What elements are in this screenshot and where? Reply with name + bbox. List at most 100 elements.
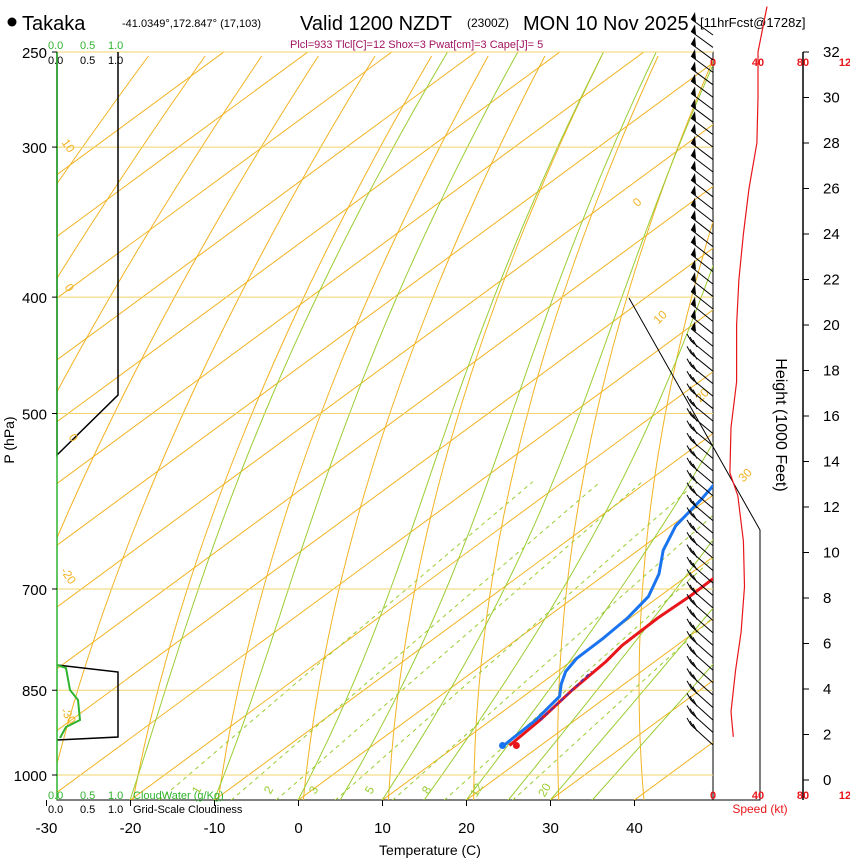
mixing-ratio-label: 8 [419,783,435,796]
height-tick-label: 28 [823,135,840,152]
wind-barb-pennant [691,223,696,233]
cloud-scale-top-0: 0.0 [48,40,63,52]
x-tick-label: 30 [542,820,559,837]
dry-adiabat-label: -20 [58,565,80,588]
surface-dewpoint-point [499,742,506,749]
pressure-tick-label: 500 [22,407,47,424]
moist-adiabat-line [592,52,850,800]
wind-barb [687,681,713,708]
temperature-profile [510,58,850,745]
wind-barb-staff [691,651,713,671]
cloud-water-profile [57,665,80,738]
dry-adiabat-line [48,56,375,800]
height-axis-title: Height (1000 Feet) [772,358,789,491]
x-tick-label: 20 [458,820,475,837]
height-tick-label: 14 [823,454,840,471]
surface-temperature-point [513,742,520,749]
dewpoint-profile [504,58,850,745]
mixing-ratio-line [444,482,799,801]
wind-barb-pennant [691,49,696,59]
height-tick-label: 2 [823,727,831,744]
indices-label: Plcl=933 Tlcl[C]=12 Shox=3 Pwat[cm]=3 Ca… [290,39,543,51]
wind-barb-pennant [691,86,696,96]
cloudiness-label: Grid-Scale Cloudiness [133,804,243,816]
sounding-profiles [499,58,850,749]
speed-scale-top-label: 80 [797,57,809,69]
wind-barb-pennant [691,37,696,47]
wind-barb-staff [691,626,713,645]
wind-barb-staff [691,713,713,733]
cloud-scale-bottom-0: 0.0 [48,790,63,802]
wind-barb [687,520,713,546]
pressure-tick-label: 850 [22,683,47,700]
wind-barb-pennant [691,123,696,133]
wind-barb [687,594,713,620]
wind-barb [687,631,713,658]
cloudiness-scale-top-1: 0.5 [80,55,95,67]
speed-scale-bottom-label: 0 [710,790,716,802]
cloud-scale-top-1: 0.5 [80,40,95,52]
wind-barb [687,346,713,371]
x-tick-label: 0 [294,820,302,837]
wind-barb-pennant [691,173,696,183]
height-tick-label: 0 [823,772,831,789]
speed-scale-bottom-label: 80 [797,790,809,802]
wind-barb-staff [691,527,713,546]
date-label: MON 10 Nov 2025 [523,13,689,35]
wind-barb-pennant [691,12,696,22]
cloud-scale-top-2: 1.0 [108,40,123,52]
wind-panel: 0246810121416182022242628303200404080801… [629,7,850,803]
pressure-tick-label: 1000 [14,768,47,785]
wind-barb [687,693,713,720]
height-tick-label: 26 [823,181,840,198]
dry-adiabat-label: 20 [692,385,712,405]
wind-barb-pennant [691,284,696,294]
cloud-water-label: CloudWater (g/Kg) [133,790,224,802]
pressure-tick-label: 400 [22,290,47,307]
x-tick-label: -30 [36,820,58,837]
x-tick-label: 10 [374,820,391,837]
wind-barb [687,408,713,433]
wind-barb-pennant [691,148,696,158]
cloud-profiles [57,52,118,800]
pressure-tick-label: 700 [22,582,47,599]
height-tick-label: 18 [823,363,840,380]
height-tick-label: 20 [823,317,840,334]
cloudiness-scale-top-0: 0.0 [48,55,63,67]
x-tick-label: -20 [120,820,142,837]
x-tick-label: -10 [204,820,226,837]
dry-adiabat-label: 30 [735,465,755,485]
height-tick-label: 12 [823,499,840,516]
moist-adiabat-line [466,52,850,800]
wind-barb-staff [691,601,713,620]
wind-barb [687,359,713,384]
wind-barb-pennant [691,185,696,195]
cloud-scale-bottom-1: 0.5 [80,790,95,802]
dry-adiabat-label: 0 [630,195,645,210]
height-tick-label: 24 [823,226,840,243]
speed-scale-bottom-label: 12 [839,790,850,802]
height-tick-label: 16 [823,408,840,425]
pressure-tick-label: 250 [22,45,47,62]
dry-adiabat-label: -30 [58,705,80,728]
wind-barb-pennant [691,99,696,109]
wind-speed-profile [730,7,767,737]
wind-barb-pennant [691,235,696,245]
station-location: -41.0349°,172.847° (17,103) [122,18,261,30]
speed-scale-top-label: 12 [839,57,850,69]
wind-barb [687,607,713,633]
utc-label: (2300Z) [467,16,509,30]
cloud-scale-bottom: 0.0 0.5 1.0 CloudWater (g/Kg) 0.0 0.5 1.… [48,790,243,816]
wind-barb-staff [691,589,713,608]
wind-barb-staff [691,688,713,708]
height-tick-label: 8 [823,590,831,607]
height-tick-label: 6 [823,636,831,653]
mixing-ratio-label: 20 [535,780,554,799]
wind-barb [687,334,713,359]
x-tick-label: 40 [626,820,643,837]
wind-barb-staff [691,638,713,658]
height-tick-label: 4 [823,681,831,698]
station-name: Takaka [22,13,86,35]
dry-adiabat-line [389,56,602,800]
